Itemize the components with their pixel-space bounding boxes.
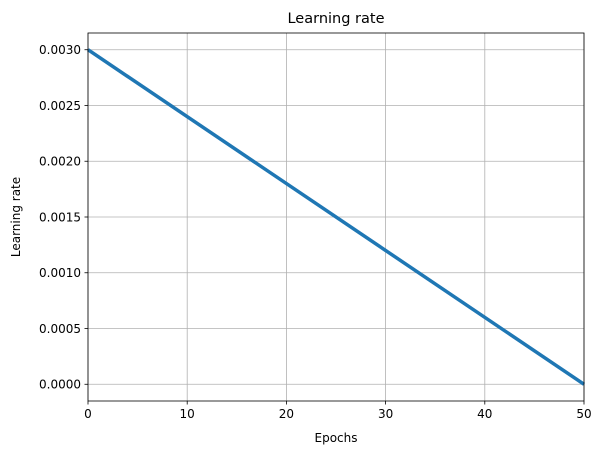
x-axis-label: Epochs	[315, 431, 358, 445]
y-tick-label: 0.0020	[39, 155, 81, 169]
y-tick-label: 0.0010	[39, 266, 81, 280]
x-tick-label: 40	[477, 407, 492, 421]
x-tick-label: 50	[576, 407, 591, 421]
y-axis: 0.0000 0.0005 0.0010 0.0015 0.0020 0.0025 0.00…	[39, 43, 88, 392]
chart-title: Learning rate	[287, 11, 384, 27]
x-tick-label: 20	[279, 407, 294, 421]
y-tick-label: 0.0030	[39, 43, 81, 57]
series-layer	[87, 48, 585, 386]
y-axis-label: Learning rate	[9, 177, 23, 257]
y-tick-label: 0.0025	[39, 99, 81, 113]
y-tick-label: 0.0000	[39, 378, 81, 392]
y-tick-label: 0.0005	[39, 322, 81, 336]
x-tick-label: 10	[180, 407, 195, 421]
x-tick-label: 30	[378, 407, 393, 421]
series-line	[87, 48, 585, 386]
y-tick-label: 0.0015	[39, 210, 81, 224]
x-axis: 0 10 20 30 40 50	[84, 401, 592, 421]
x-tick-label: 0	[84, 407, 92, 421]
